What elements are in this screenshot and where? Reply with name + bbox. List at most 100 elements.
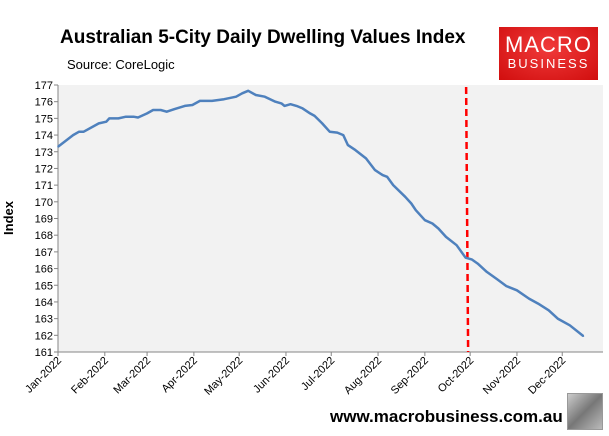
x-tick-label: Feb-2022 <box>69 355 111 397</box>
macrobusiness-logo: MACRO BUSINESS <box>499 27 598 80</box>
y-tick-label: 169 <box>35 214 53 226</box>
y-tick-label: 170 <box>35 197 53 209</box>
data-point <box>556 317 559 320</box>
y-tick-label: 161 <box>35 347 53 359</box>
data-point <box>485 271 488 273</box>
data-point <box>108 117 111 120</box>
data-point <box>365 157 367 160</box>
plot-area <box>58 85 603 352</box>
y-tick-label: 166 <box>35 264 53 276</box>
data-point <box>424 219 426 221</box>
data-point <box>105 120 108 123</box>
x-tick-label: Dec-2022 <box>526 355 568 397</box>
y-tick-label: 175 <box>35 113 53 125</box>
data-point <box>184 105 186 107</box>
y-tick-label: 173 <box>35 147 53 159</box>
data-point <box>528 297 530 300</box>
data-point <box>537 302 539 305</box>
data-point <box>199 100 201 102</box>
data-point <box>496 278 499 281</box>
data-point <box>97 122 100 125</box>
x-tick-label: Oct-2022 <box>436 355 476 395</box>
data-point <box>374 169 376 171</box>
data-point <box>264 95 266 98</box>
data-point <box>301 107 304 110</box>
y-tick-label: 167 <box>35 247 53 259</box>
data-point <box>404 196 407 198</box>
logo-line1: MACRO <box>505 32 592 57</box>
y-tick-label: 168 <box>35 230 53 242</box>
x-tick-label: Jan-2022 <box>23 355 64 396</box>
data-point <box>235 95 237 98</box>
y-tick-label: 177 <box>35 80 53 92</box>
data-point <box>437 227 440 230</box>
data-point <box>78 130 80 133</box>
data-point <box>247 90 250 92</box>
data-point <box>445 236 447 238</box>
data-point <box>313 115 316 117</box>
marker-dashed-line <box>464 86 470 353</box>
data-point <box>410 202 413 205</box>
data-point <box>241 92 243 95</box>
chart-subtitle: Source: CoreLogic <box>67 57 175 72</box>
data-point <box>211 100 213 102</box>
wolf-logo-image <box>567 393 603 430</box>
y-tick-label: 162 <box>35 330 53 342</box>
data-point <box>386 175 388 178</box>
y-tick-label: 164 <box>35 297 53 309</box>
data-point <box>347 144 349 146</box>
data-point <box>354 149 357 151</box>
data-point <box>381 174 384 176</box>
data-point <box>505 285 508 287</box>
data-point <box>165 110 168 113</box>
y-tick-label: 171 <box>35 180 53 192</box>
data-point <box>280 102 283 105</box>
data-point <box>476 262 479 265</box>
data-point <box>547 309 550 312</box>
data-point <box>283 105 286 107</box>
data-point <box>414 209 417 211</box>
data-point <box>289 103 292 105</box>
data-point <box>152 109 154 111</box>
data-point <box>125 115 127 118</box>
data-point <box>568 324 571 327</box>
data-point <box>72 134 74 136</box>
x-tick-label: Apr-2022 <box>160 355 200 395</box>
data-point <box>146 112 148 115</box>
y-tick-label: 172 <box>35 163 53 175</box>
data-point <box>137 116 139 119</box>
y-tick-label: 163 <box>35 314 53 326</box>
x-tick-label: Aug-2022 <box>342 355 384 397</box>
x-tick-label: Nov-2022 <box>481 355 523 397</box>
y-axis-label: Index <box>1 200 16 235</box>
data-point <box>470 258 473 261</box>
x-tick-label: Mar-2022 <box>111 355 153 397</box>
x-tick-label: May-2022 <box>202 355 245 398</box>
data-point <box>57 145 59 148</box>
data-point <box>223 98 225 100</box>
data-point <box>274 100 277 103</box>
data-point <box>159 109 162 111</box>
data-point <box>582 335 585 337</box>
data-point <box>82 130 85 133</box>
data-point <box>309 112 311 115</box>
data-point <box>191 104 194 106</box>
y-tick-label: 176 <box>35 97 53 109</box>
x-tick-label: Jun-2022 <box>251 355 292 396</box>
data-point <box>342 134 345 136</box>
data-point <box>254 94 257 96</box>
x-tick-label: Jul-2022 <box>299 355 337 393</box>
data-point <box>392 184 394 186</box>
chart-title: Australian 5-City Daily Dwelling Values … <box>60 27 466 48</box>
series-line <box>57 89 585 338</box>
footer-url: www.macrobusiness.com.au <box>330 407 563 426</box>
data-point <box>431 222 434 225</box>
data-point <box>132 115 135 118</box>
data-point <box>117 117 120 120</box>
logo-line2: BUSINESS <box>507 56 590 71</box>
data-point <box>336 131 339 134</box>
x-tick-label: Sep-2022 <box>389 355 431 397</box>
y-tick-label: 165 <box>35 280 53 292</box>
data-point <box>455 244 458 246</box>
